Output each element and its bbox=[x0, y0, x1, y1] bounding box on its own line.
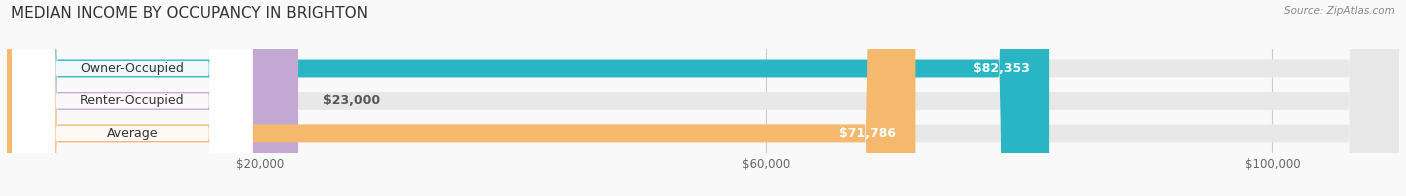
FancyBboxPatch shape bbox=[13, 0, 253, 196]
Text: $82,353: $82,353 bbox=[973, 62, 1031, 75]
Text: Renter-Occupied: Renter-Occupied bbox=[80, 94, 184, 107]
Text: Owner-Occupied: Owner-Occupied bbox=[80, 62, 184, 75]
FancyBboxPatch shape bbox=[13, 0, 253, 196]
FancyBboxPatch shape bbox=[7, 0, 915, 196]
Text: Source: ZipAtlas.com: Source: ZipAtlas.com bbox=[1284, 6, 1395, 16]
Text: $71,786: $71,786 bbox=[839, 127, 897, 140]
FancyBboxPatch shape bbox=[7, 0, 298, 196]
Text: MEDIAN INCOME BY OCCUPANCY IN BRIGHTON: MEDIAN INCOME BY OCCUPANCY IN BRIGHTON bbox=[11, 6, 368, 21]
Text: Average: Average bbox=[107, 127, 157, 140]
FancyBboxPatch shape bbox=[7, 0, 1399, 196]
FancyBboxPatch shape bbox=[13, 0, 253, 196]
FancyBboxPatch shape bbox=[7, 0, 1399, 196]
Text: $23,000: $23,000 bbox=[323, 94, 381, 107]
FancyBboxPatch shape bbox=[7, 0, 1049, 196]
FancyBboxPatch shape bbox=[7, 0, 1399, 196]
